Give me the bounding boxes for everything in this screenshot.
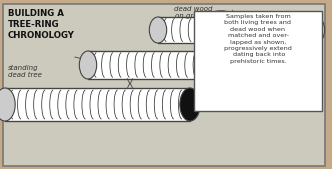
- Bar: [158, 17, 316, 43]
- Text: BUILDING A
TREE-RING
CHRONOLOGY: BUILDING A TREE-RING CHRONOLOGY: [8, 9, 75, 40]
- Bar: [158, 17, 316, 43]
- Ellipse shape: [0, 88, 15, 121]
- Bar: [5, 88, 190, 121]
- Bar: [88, 51, 246, 79]
- Bar: [88, 51, 246, 79]
- Ellipse shape: [237, 51, 255, 79]
- Text: standing
dead tree: standing dead tree: [8, 65, 42, 78]
- Ellipse shape: [79, 51, 97, 79]
- Text: sample from
living tree: sample from living tree: [202, 89, 246, 102]
- Bar: [194, 11, 322, 111]
- Bar: [5, 88, 190, 121]
- Text: dead wood
on ground: dead wood on ground: [174, 6, 212, 19]
- Text: Samples taken from
both living trees and
dead wood when
matched and over-
lapped: Samples taken from both living trees and…: [224, 14, 292, 64]
- Ellipse shape: [307, 17, 325, 43]
- Ellipse shape: [149, 17, 167, 43]
- Ellipse shape: [180, 88, 200, 121]
